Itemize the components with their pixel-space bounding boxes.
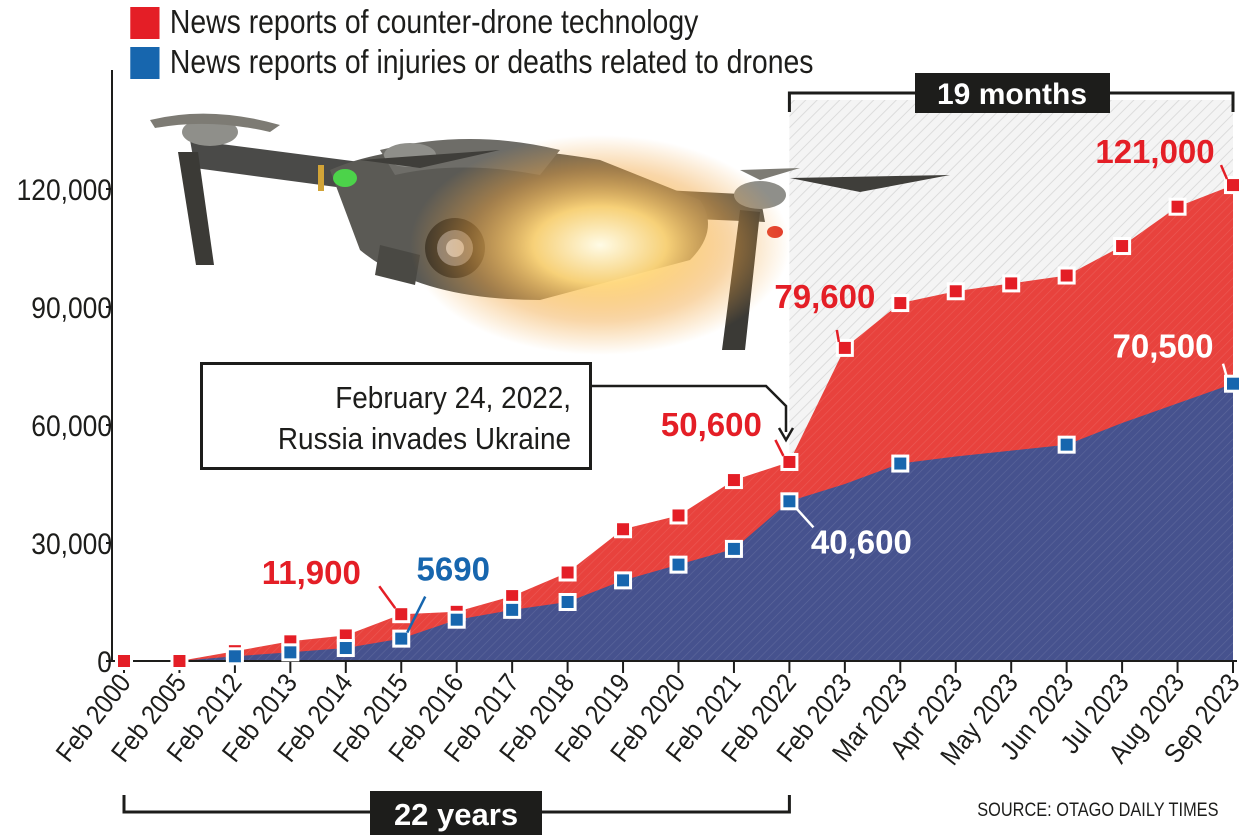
point-counter-drone [558, 563, 577, 582]
legend-label-injuries: News reports of injuries or deaths relat… [169, 43, 814, 80]
point-injuries [447, 610, 466, 629]
legend-item-injuries: News reports of injuries or deaths relat… [130, 43, 814, 80]
point-injuries [891, 454, 910, 473]
y-tick-label: 90,000 [31, 290, 112, 324]
data-label-leader [378, 585, 397, 609]
source-note: SOURCE: OTAGO DAILY TIMES [976, 800, 1218, 821]
y-tick-label: 120,000 [17, 172, 112, 206]
y-tick-label: 30,000 [31, 526, 112, 560]
legend-label-counter-drone: News reports of counter-drone technology [169, 3, 699, 40]
point-counter-drone [669, 506, 688, 525]
point-injuries [336, 639, 355, 658]
point-counter-drone [891, 294, 910, 313]
data-label: 70,500 [1113, 328, 1214, 365]
y-tick-label: 60,000 [31, 408, 112, 442]
annotation-line-1: February 24, 2022, [335, 380, 571, 415]
point-counter-drone [392, 605, 411, 624]
data-label: 50,600 [661, 406, 762, 443]
point-counter-drone [1113, 237, 1132, 256]
years-label-box [370, 791, 542, 835]
point-counter-drone [1002, 274, 1021, 293]
data-label-leader [835, 329, 841, 343]
legend-item-counter-drone: News reports of counter-drone technology [130, 3, 699, 40]
point-injuries [724, 539, 743, 558]
point-counter-drone [780, 452, 799, 471]
data-label: 11,900 [262, 554, 361, 591]
data-label-leader [774, 439, 785, 457]
point-injuries [780, 492, 799, 511]
invasion-annotation: February 24, 2022, Russia invades Ukrain… [200, 362, 592, 470]
area-injuries-texture [124, 383, 1233, 661]
point-injuries [669, 555, 688, 574]
point-counter-drone [724, 471, 743, 490]
point-counter-drone [1224, 176, 1240, 195]
data-label-leader [1219, 164, 1229, 180]
data-label-leader [406, 596, 427, 634]
years-label: 22 years [394, 797, 518, 832]
point-injuries [281, 643, 300, 662]
point-counter-drone [170, 652, 189, 670]
y-tick-label: 0 [97, 644, 112, 678]
legend-swatch-red [130, 7, 160, 39]
point-injuries [392, 629, 411, 648]
point-injuries [558, 593, 577, 611]
point-counter-drone [614, 520, 633, 539]
legend-swatch-blue [130, 47, 160, 79]
point-injuries [225, 647, 244, 666]
data-label: 121,000 [1095, 133, 1214, 170]
data-label: 79,600 [774, 278, 875, 315]
data-label: 40,600 [811, 523, 912, 560]
drone-illustration [150, 113, 950, 355]
point-counter-drone [1057, 266, 1076, 285]
data-label-leader [794, 506, 815, 529]
invasion-arrow-line [592, 384, 788, 432]
point-counter-drone [115, 652, 133, 670]
point-injuries [503, 600, 522, 619]
data-label: 5690 [417, 551, 490, 588]
point-counter-drone [946, 282, 965, 301]
invasion-arrow-head [777, 427, 795, 443]
point-counter-drone [1168, 197, 1187, 216]
point-injuries [1057, 435, 1076, 454]
point-counter-drone [835, 338, 854, 357]
annotation-line-2: Russia invades Ukraine [277, 421, 571, 456]
months-label: 19 months [937, 78, 1087, 111]
data-label-leader [1221, 363, 1229, 379]
point-injuries [614, 571, 633, 590]
point-injuries [1224, 374, 1240, 393]
months-label-box [915, 73, 1110, 113]
